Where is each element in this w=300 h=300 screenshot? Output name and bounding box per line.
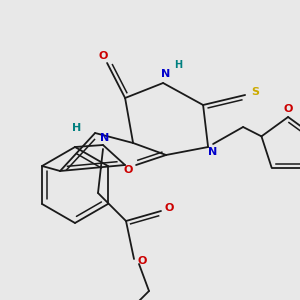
Text: S: S — [251, 87, 259, 97]
Text: N: N — [100, 133, 109, 143]
Text: O: O — [123, 165, 133, 175]
Text: H: H — [174, 60, 182, 70]
Text: N: N — [161, 69, 171, 79]
Text: H: H — [73, 123, 82, 133]
Text: O: O — [284, 104, 293, 114]
Text: N: N — [208, 147, 218, 157]
Text: O: O — [164, 203, 174, 213]
Text: O: O — [137, 256, 147, 266]
Text: O: O — [98, 51, 108, 61]
